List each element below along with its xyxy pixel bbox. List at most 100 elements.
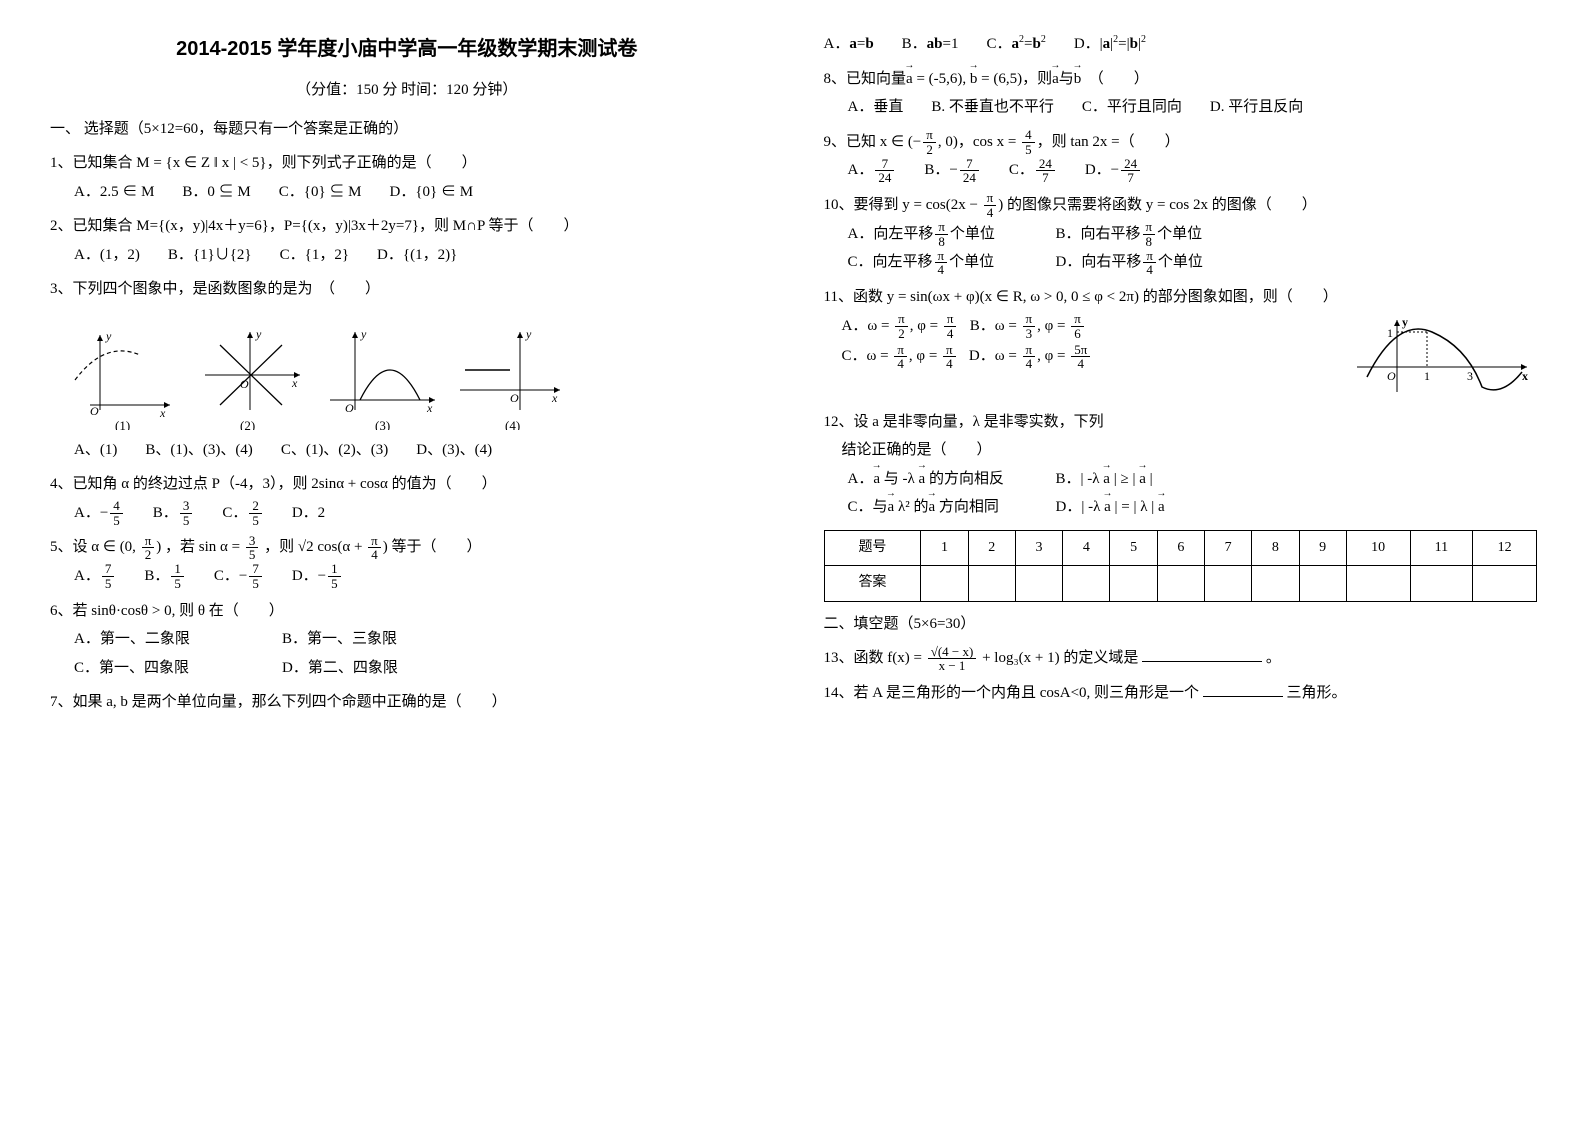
section-1-heading: 一、 选择题（5×12=60，每题只有一个答案是正确的）: [50, 115, 764, 144]
q10-b: B．向右平移π8个单位: [1056, 220, 1236, 249]
question-10: 10、要得到 y = cos(2x − π4) 的图像只需要将函数 y = co…: [824, 191, 1538, 277]
q7-d: D．|a|2=|b|2: [1074, 30, 1146, 59]
q11-cd: C．ω = π4, φ = π4 D．ω = π4, φ = 5π4: [842, 342, 1328, 371]
q12-stem2: 结论正确的是（ ）: [842, 436, 1538, 465]
question-4: 4、已知角 α 的终边过点 P（-4，3），则 2sinα + cosα 的值为…: [50, 470, 764, 527]
q8-b: B. 不垂直也不平行: [931, 93, 1054, 122]
table-answer-label: 答案: [824, 566, 921, 602]
exam-subtitle: （分值：150 分 时间：120 分钟）: [50, 76, 764, 105]
q11-graph: 1 O 1 3 x y: [1347, 312, 1537, 402]
q3-d: D、(3)、(4): [416, 436, 492, 465]
q14-blank: [1203, 681, 1283, 697]
q2-stem: 2、已知集合 M={(x，y)|4x＋y=6}，P={(x，y)|3x＋2y=7…: [50, 212, 764, 241]
question-11: 11、函数 y = sin(ωx + φ)(x ∈ R, ω > 0, 0 ≤ …: [824, 283, 1538, 402]
q10-d: D．向右平移π4个单位: [1056, 248, 1236, 277]
q9-stem: 9、已知 x ∈ (−π2, 0)，cos x = 45，则 tan 2x =（…: [824, 128, 1538, 157]
right-column: A．a=b B．ab=1 C．a2=b2 D．|a|2=|b|2 8、已知向量a…: [824, 30, 1538, 723]
q13-blank: [1142, 646, 1262, 662]
q2-a: A．(1，2): [74, 241, 140, 270]
q8-d: D. 平行且反向: [1210, 93, 1303, 122]
question-12: 12、设 a 是非零向量，λ 是非零实数，下列 结论正确的是（ ） A．a 与 …: [824, 408, 1538, 522]
svg-text:3: 3: [1467, 369, 1473, 383]
q6-stem: 6、若 sinθ·cosθ > 0, 则 θ 在（ ）: [50, 597, 764, 626]
q11-stem: 11、函数 y = sin(ωx + φ)(x ∈ R, ω > 0, 0 ≤ …: [824, 283, 1538, 312]
q12-b: B．| -λ a | ≥ | a |: [1056, 465, 1236, 494]
q1-d: D．{0} ∈ M: [390, 178, 474, 207]
table-row: 题号 1 2 3 4 5 6 7 8 9 10 11 12: [824, 530, 1537, 566]
q9-b: B．−724: [924, 156, 980, 185]
q1-stem: 1、已知集合 M = {x ∈ Z ‖ x | < 5}，则下列式子正确的是（ …: [50, 149, 764, 178]
q12-c: C．与a λ² 的a 方向相同: [848, 493, 1028, 522]
q5-stem: 5、设 α ∈ (0, π2) ，若 sin α = 35 ，则 √2 cos(…: [50, 533, 764, 562]
q4-c: C．25: [222, 499, 264, 528]
svg-text:(1): (1): [115, 418, 130, 430]
svg-text:(2): (2): [240, 418, 255, 430]
q12-stem: 12、设 a 是非零向量，λ 是非零实数，下列: [824, 408, 1538, 437]
svg-text:1: 1: [1424, 369, 1430, 383]
q10-a: A．向左平移π8个单位: [848, 220, 1028, 249]
q7-a: A．a=b: [824, 30, 874, 59]
q12-a: A．a 与 -λ a 的方向相反: [848, 465, 1028, 494]
q5-d: D．−15: [292, 562, 343, 591]
svg-text:(4): (4): [505, 418, 520, 430]
svg-text:x: x: [291, 376, 298, 390]
section-2-heading: 二、填空题（5×6=30）: [824, 610, 1538, 639]
q3-b: B、(1)、(3)、(4): [145, 436, 252, 465]
answer-table: 题号 1 2 3 4 5 6 7 8 9 10 11 12 答案: [824, 530, 1538, 602]
svg-text:O: O: [240, 377, 249, 391]
svg-text:(3): (3): [375, 418, 390, 430]
q4-stem: 4、已知角 α 的终边过点 P（-4，3），则 2sinα + cosα 的值为…: [50, 470, 764, 499]
q9-d: D．−247: [1085, 156, 1142, 185]
q8-stem: 8、已知向量a = (-5,6), b = (6,5)，则a与b （ ）: [824, 65, 1538, 94]
q5-c: C．−75: [214, 562, 264, 591]
q1-c: C．{0} ⊆ M: [279, 178, 362, 207]
svg-text:y: y: [1402, 315, 1408, 329]
q6-a: A．第一、二象限: [74, 625, 254, 654]
q6-c: C．第一、四象限: [74, 654, 254, 683]
svg-text:y: y: [105, 329, 112, 343]
q3-a: A、(1): [74, 436, 117, 465]
svg-text:1: 1: [1387, 326, 1393, 340]
question-9: 9、已知 x ∈ (−π2, 0)，cos x = 45，则 tan 2x =（…: [824, 128, 1538, 185]
svg-text:O: O: [90, 404, 99, 418]
svg-text:x: x: [159, 406, 166, 420]
table-head-label: 题号: [824, 530, 921, 566]
q10-stem: 10、要得到 y = cos(2x − π4) 的图像只需要将函数 y = co…: [824, 191, 1538, 220]
question-13: 13、函数 f(x) = √(4 − x)x − 1 + log₃(x + 1)…: [824, 644, 1538, 673]
q1-a: A．2.5 ∈ M: [74, 178, 154, 207]
q3-stem: 3、下列四个图象中，是函数图象的是为 （ ）: [50, 275, 764, 304]
q3-c: C、(1)、(2)、(3): [281, 436, 388, 465]
q10-c: C．向左平移π4个单位: [848, 248, 1028, 277]
q12-d: D．| -λ a | = | λ | a: [1056, 493, 1236, 522]
q4-d: D．2: [292, 499, 325, 528]
svg-text:x: x: [551, 391, 558, 405]
q4-b: B．35: [153, 499, 195, 528]
left-column: 2014-2015 学年度小庙中学高一年级数学期末测试卷 （分值：150 分 时…: [50, 30, 764, 723]
question-5: 5、设 α ∈ (0, π2) ，若 sin α = 35 ，则 √2 cos(…: [50, 533, 764, 590]
q9-c: C．247: [1009, 156, 1057, 185]
q5-a: A．75: [74, 562, 116, 591]
svg-text:y: y: [525, 327, 532, 341]
question-1: 1、已知集合 M = {x ∈ Z ‖ x | < 5}，则下列式子正确的是（ …: [50, 149, 764, 206]
q9-a: A．724: [848, 156, 897, 185]
question-7: 7、如果 a, b 是两个单位向量，那么下列四个命题中正确的是（ ）: [50, 688, 764, 717]
q5-b: B．15: [144, 562, 186, 591]
q1-b: B．0 ⊆ M: [182, 178, 250, 207]
q8-a: A．垂直: [848, 93, 904, 122]
q4-a: A．−45: [74, 499, 125, 528]
question-6: 6、若 sinθ·cosθ > 0, 则 θ 在（ ） A．第一、二象限 B．第…: [50, 597, 764, 683]
question-8: 8、已知向量a = (-5,6), b = (6,5)，则a与b （ ） A．垂…: [824, 65, 1538, 122]
q2-c: C．{1，2}: [280, 241, 349, 270]
q7-stem: 7、如果 a, b 是两个单位向量，那么下列四个命题中正确的是（ ）: [50, 688, 764, 717]
svg-text:y: y: [255, 327, 262, 341]
svg-text:O: O: [1387, 369, 1396, 383]
q7-c: C．a2=b2: [986, 30, 1045, 59]
q6-b: B．第一、三象限: [282, 625, 462, 654]
question-14: 14、若 A 是三角形的一个内角且 cosA<0, 则三角形是一个 三角形。: [824, 679, 1538, 708]
svg-text:O: O: [510, 391, 519, 405]
svg-text:O: O: [345, 401, 354, 415]
q6-d: D．第二、四象限: [282, 654, 462, 683]
q2-b: B．{1}∪{2}: [168, 241, 252, 270]
q8-c: C．平行且同向: [1082, 93, 1182, 122]
q3-figures: O x y (1) O x y (2) O x: [50, 310, 570, 430]
